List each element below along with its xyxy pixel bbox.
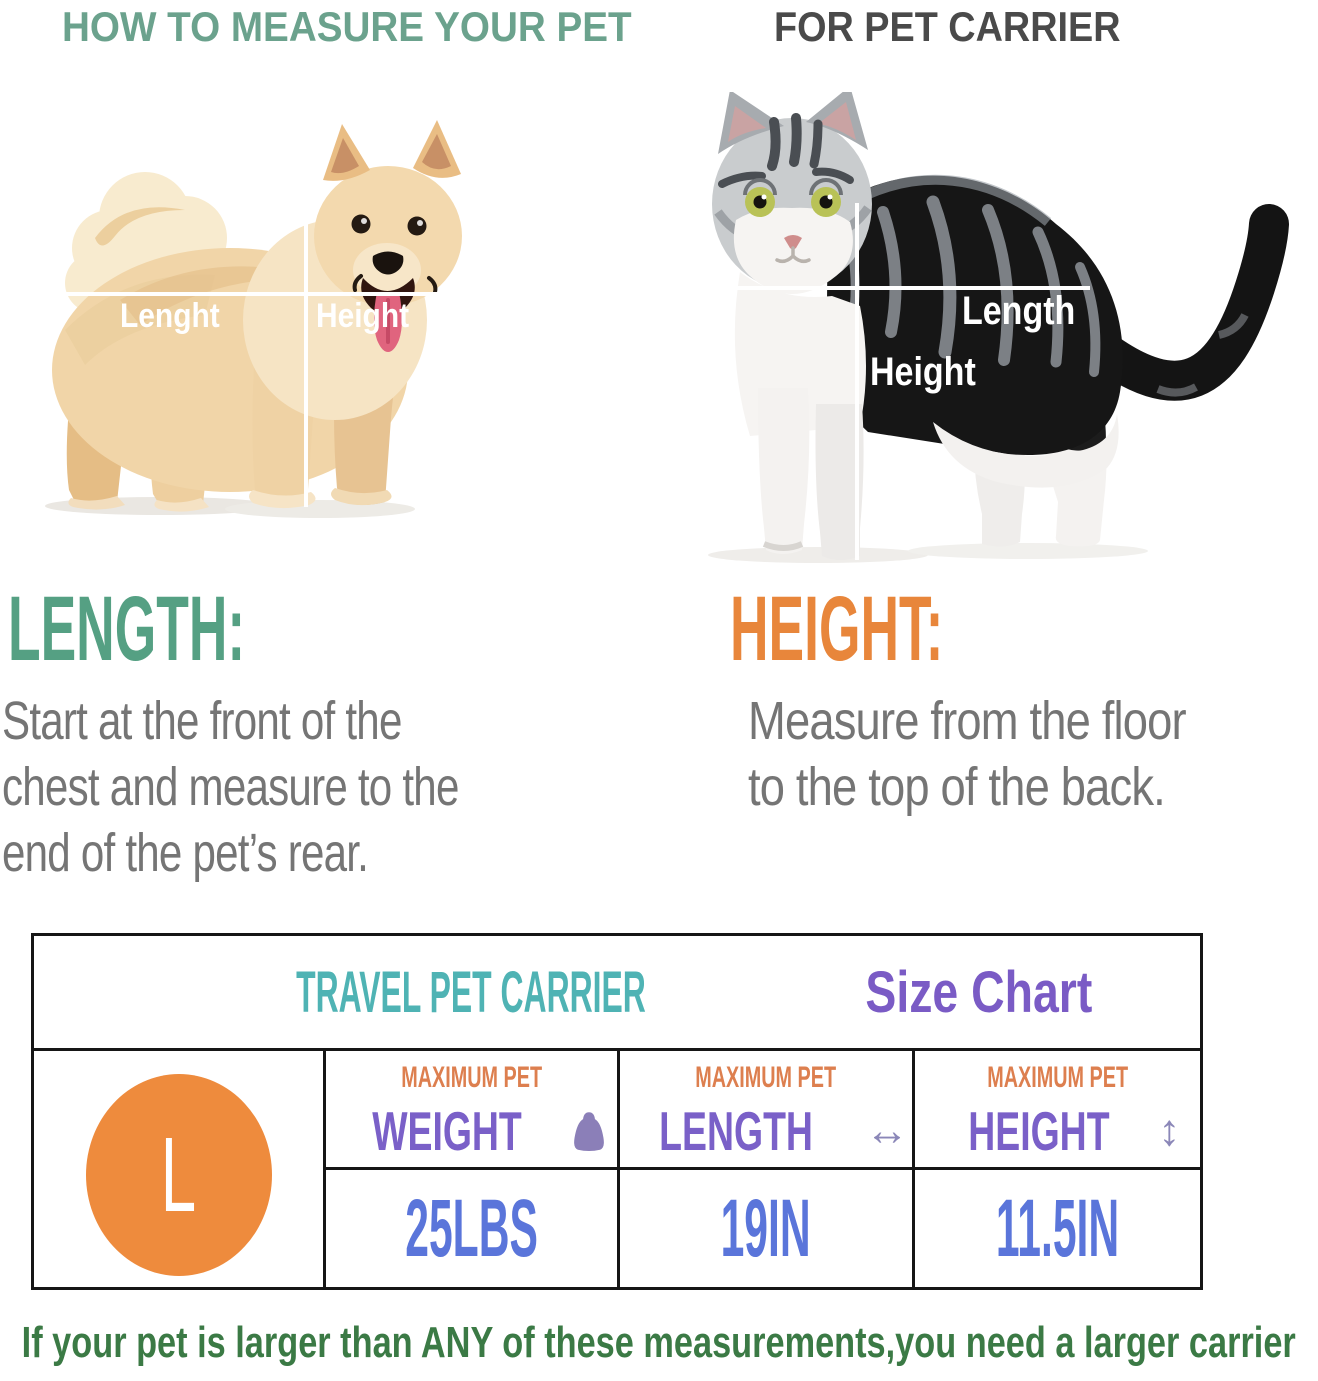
page-subtitle: FOR PET CARRIER [774, 3, 1159, 50]
length-value-cell: 19IN [617, 1167, 912, 1287]
height-value: 11.5IN [995, 1182, 1120, 1274]
length-section-heading: LENGTH: [8, 583, 417, 675]
length-header-label: LENGTH [659, 1100, 813, 1162]
weight-icon [574, 1112, 605, 1151]
weight-header-label: WEIGHT [371, 1100, 522, 1162]
weight-header-prefix: MAXIMUM PET [401, 1061, 542, 1094]
dog-height-label-text: Height [316, 297, 410, 335]
cat-photo [708, 92, 1289, 563]
height-heading-text: HEIGHT: [730, 578, 944, 680]
cat-length-label-text: Length [962, 289, 1076, 333]
footer-note: If your pet is larger than ANY of these … [0, 1318, 1318, 1368]
page-subtitle-text: FOR PET CARRIER [774, 3, 1121, 50]
dog-length-label: Lenght [120, 297, 233, 336]
height-header-label: HEIGHT [967, 1100, 1110, 1162]
height-header-row: HEIGHT ↕ [935, 1099, 1181, 1163]
height-value-cell: 11.5IN [912, 1167, 1200, 1287]
length-header-row: LENGTH ↔ [623, 1099, 909, 1163]
table-product-title: TRAVEL PET CARRIER [296, 959, 647, 1025]
size-badge: L [85, 1074, 272, 1276]
dog-length-label-text: Lenght [120, 297, 220, 335]
cat-length-label: Length [962, 289, 1095, 334]
cat-height-line [855, 203, 859, 560]
weight-value-cell: 25LBS [323, 1167, 617, 1287]
weight-value: 25LBS [405, 1182, 538, 1274]
dog-height-label: Height [316, 297, 422, 336]
dog-photo [45, 120, 462, 518]
page-title-text: HOW TO MEASURE YOUR PET [62, 3, 632, 50]
dog-length-line [55, 292, 455, 296]
height-section-heading: HEIGHT: [730, 583, 1098, 675]
arrow-horizontal-icon: ↔ [865, 1106, 910, 1155]
weight-header-row: WEIGHT [337, 1099, 607, 1163]
cat-height-label: Height [870, 350, 994, 395]
page-title: HOW TO MEASURE YOUR PET [62, 3, 681, 50]
table-title-row: TRAVEL PET CARRIER Size Chart [34, 936, 1200, 1048]
length-header-prefix: MAXIMUM PET [695, 1061, 837, 1094]
arrow-vertical-icon: ↕ [1158, 1106, 1181, 1155]
length-heading-text: LENGTH: [8, 578, 246, 680]
size-badge-letter: L [160, 1115, 197, 1234]
dog-height-line [304, 162, 308, 507]
size-badge-cell: L [34, 1048, 323, 1287]
table-chart-title: Size Chart [865, 959, 1093, 1025]
size-chart-table: TRAVEL PET CARRIER Size Chart L MAXIMUM … [31, 933, 1203, 1290]
length-header-cell: MAXIMUM PET LENGTH ↔ [617, 1048, 912, 1167]
cat-height-label-text: Height [870, 350, 976, 394]
length-section-body: Start at the front of the chest and meas… [2, 691, 459, 883]
height-header-prefix: MAXIMUM PET [987, 1061, 1128, 1094]
height-section-body: Measure from the floor to the top of the… [748, 691, 1187, 817]
footer-note-text: If your pet is larger than ANY of these … [21, 1318, 1297, 1367]
cat-length-line [716, 286, 1090, 290]
weight-header-cell: MAXIMUM PET WEIGHT [323, 1048, 617, 1167]
height-header-cell: MAXIMUM PET HEIGHT ↕ [912, 1048, 1200, 1167]
length-value: 19IN [720, 1182, 812, 1274]
